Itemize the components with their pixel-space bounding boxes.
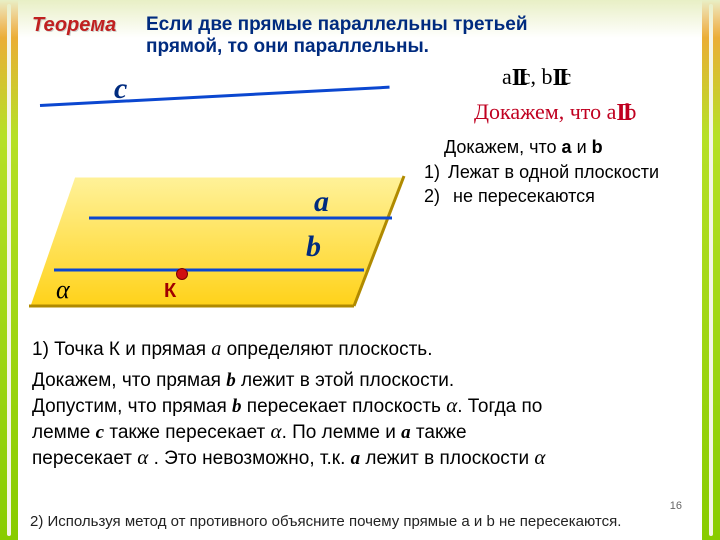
alpha-icon: α <box>534 445 545 469</box>
list-item: 1)Лежат в одной плоскости <box>424 160 704 184</box>
label-alpha: α <box>56 275 70 305</box>
var-a: a <box>502 64 512 89</box>
alpha-icon: α <box>271 419 282 443</box>
plane-alpha <box>24 166 409 321</box>
proof-step-1: 1) Точка К и прямая а определяют плоскос… <box>32 338 582 361</box>
label-c: c <box>114 72 127 106</box>
alpha-icon: α <box>446 393 457 417</box>
prove-parallel: Докажем, что aIIb <box>474 99 636 126</box>
proof-heading: Докажем, что а и b <box>444 136 704 158</box>
list-item: 2) не пересекаются <box>424 184 704 208</box>
proof-list: 1)Лежат в одной плоскости 2) не пересека… <box>424 160 704 208</box>
given-parallel: aIIc, bIIc <box>502 64 571 91</box>
plane-svg <box>24 166 409 321</box>
proof-paragraph: Докажем, что прямая b лежит в этой плоск… <box>32 368 692 471</box>
theorem-statement: Если две прямые параллельны третьей прям… <box>146 14 576 58</box>
var-a: a <box>607 99 617 124</box>
geometry-diagram: c a b α К <box>24 70 444 330</box>
slide-content: Теорема Если две прямые параллельны трет… <box>24 8 696 532</box>
decor-rail-right <box>702 0 720 540</box>
line-c <box>40 86 390 107</box>
footnote-task: 2) Используя метод от противного объясни… <box>30 513 690 530</box>
plane-polygon <box>29 176 404 306</box>
parallel-icon: II <box>512 65 521 92</box>
point-k <box>176 268 188 280</box>
var-b: b <box>542 64 553 89</box>
theorem-title: Теорема <box>32 14 116 37</box>
parallel-icon: II <box>616 100 625 127</box>
label-k: К <box>164 280 176 303</box>
parallel-icon: II <box>553 65 562 92</box>
page-number: 16 <box>670 500 682 512</box>
label-a: a <box>314 185 329 219</box>
decor-rail-left <box>0 0 18 540</box>
alpha-icon: α <box>137 445 148 469</box>
label-b: b <box>306 230 321 264</box>
